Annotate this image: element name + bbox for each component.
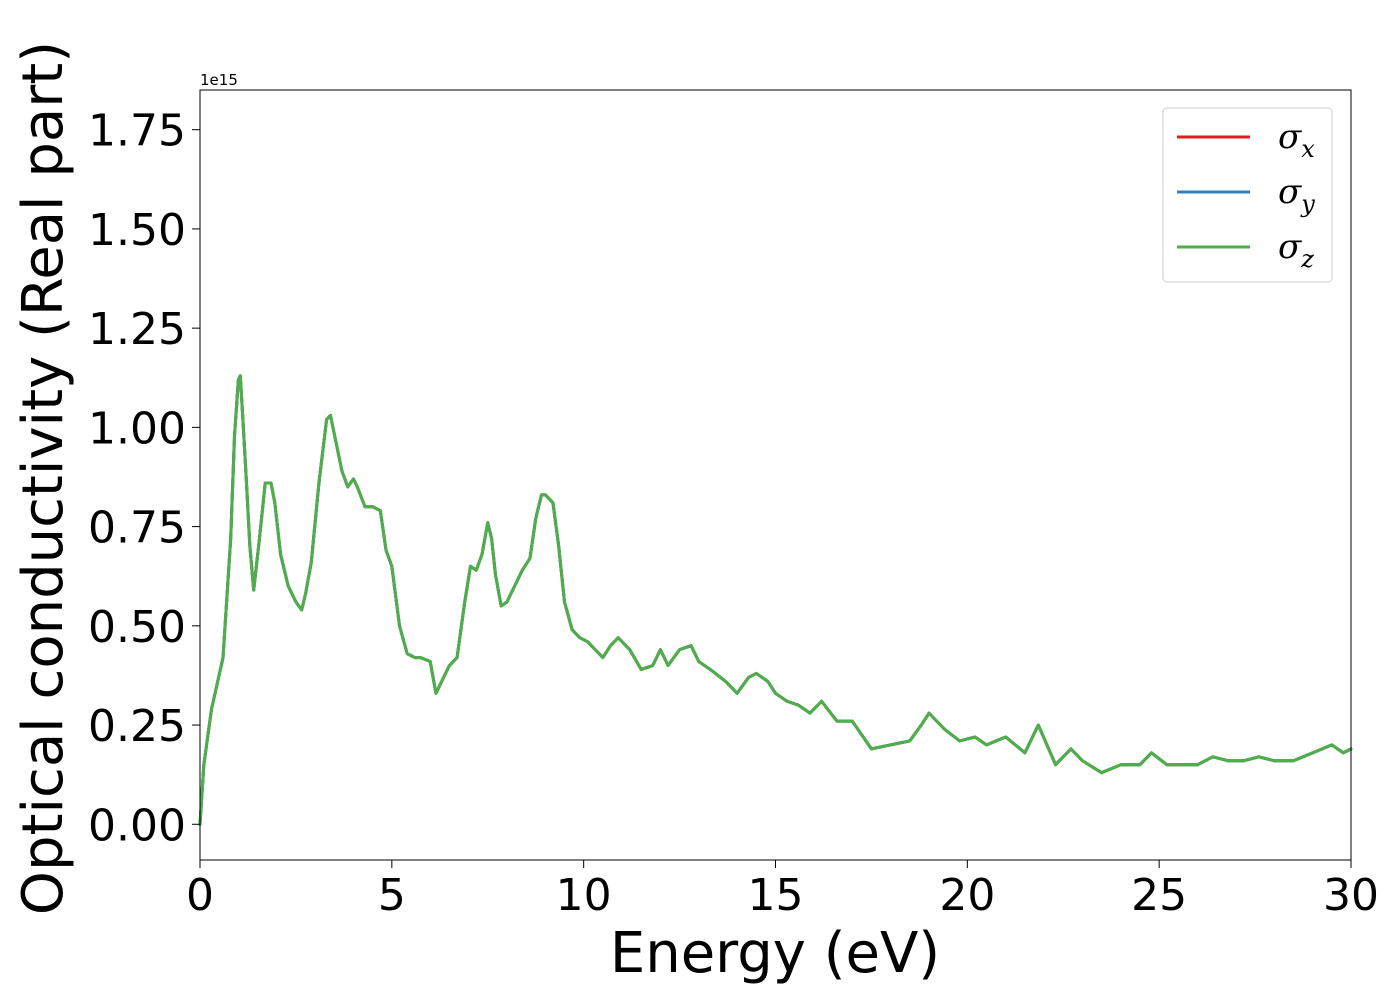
- series-line-σz: [198, 374, 1353, 826]
- x-axis-title: Energy (eV): [610, 921, 940, 986]
- legend: σx σy σz: [1162, 107, 1333, 283]
- y-tick-label: 1.75: [88, 106, 186, 157]
- y-axis-title: Optical conductivity (Real part): [11, 41, 76, 915]
- x-tick-label: 20: [939, 870, 995, 921]
- y-axis: 0.00 0.25 0.50 0.75 1.00 1.25 1.50 1.75: [88, 106, 200, 851]
- y-tick-label: 0.75: [88, 503, 186, 554]
- x-tick-label: 15: [748, 870, 804, 921]
- y-tick-label: 1.50: [88, 205, 186, 256]
- y-tick-label: 1.00: [88, 403, 186, 454]
- y-tick-label: 0.50: [88, 602, 186, 653]
- legend-label-z: σz: [1278, 227, 1314, 273]
- y-tick-label: 0.25: [88, 701, 186, 752]
- x-tick-label: 25: [1131, 870, 1187, 921]
- x-tick-label: 30: [1323, 870, 1379, 921]
- y-offset-label: 1e15: [200, 71, 238, 89]
- x-tick-label: 5: [378, 870, 406, 921]
- x-tick-label: 10: [556, 870, 612, 921]
- legend-box: [1162, 107, 1333, 283]
- y-tick-label: 0.00: [88, 800, 186, 851]
- legend-label-x: σx: [1278, 117, 1315, 163]
- y-tick-label: 1.25: [88, 304, 186, 355]
- x-axis: 0 5 10 15 20 25 30: [186, 860, 1379, 921]
- series-layer: [198, 374, 1353, 826]
- x-tick-label: 0: [186, 870, 214, 921]
- legend-label-y: σy: [1278, 172, 1315, 218]
